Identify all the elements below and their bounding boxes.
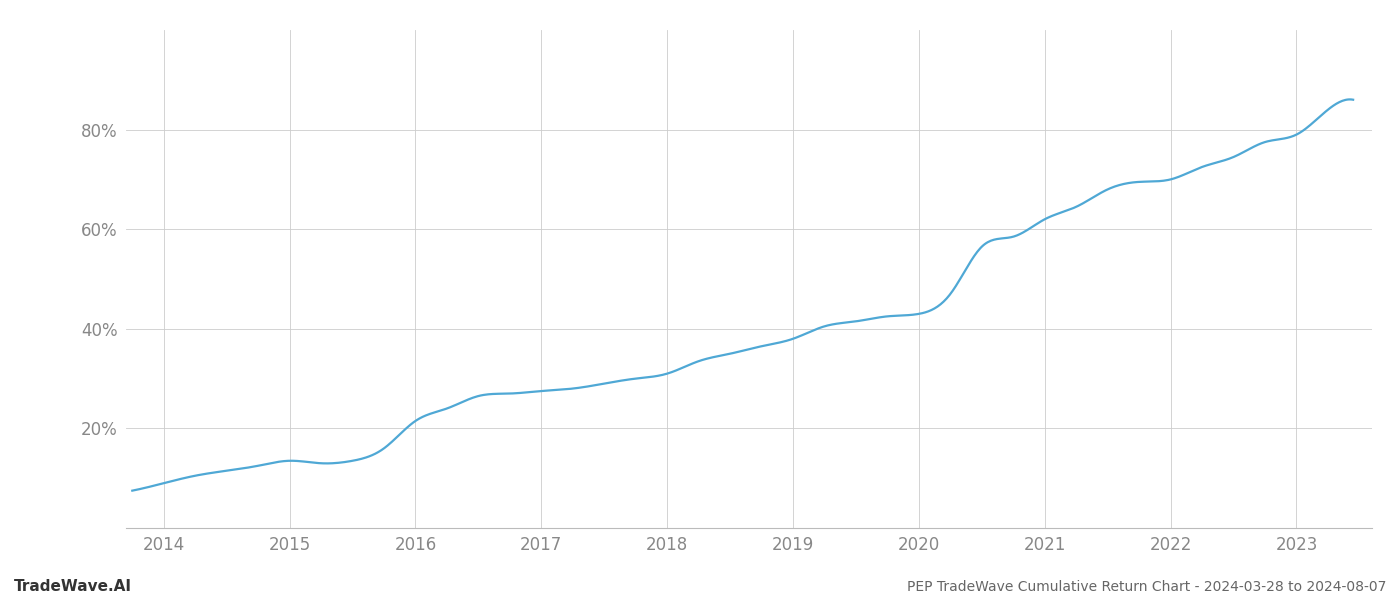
Text: PEP TradeWave Cumulative Return Chart - 2024-03-28 to 2024-08-07: PEP TradeWave Cumulative Return Chart - … xyxy=(907,580,1386,594)
Text: TradeWave.AI: TradeWave.AI xyxy=(14,579,132,594)
